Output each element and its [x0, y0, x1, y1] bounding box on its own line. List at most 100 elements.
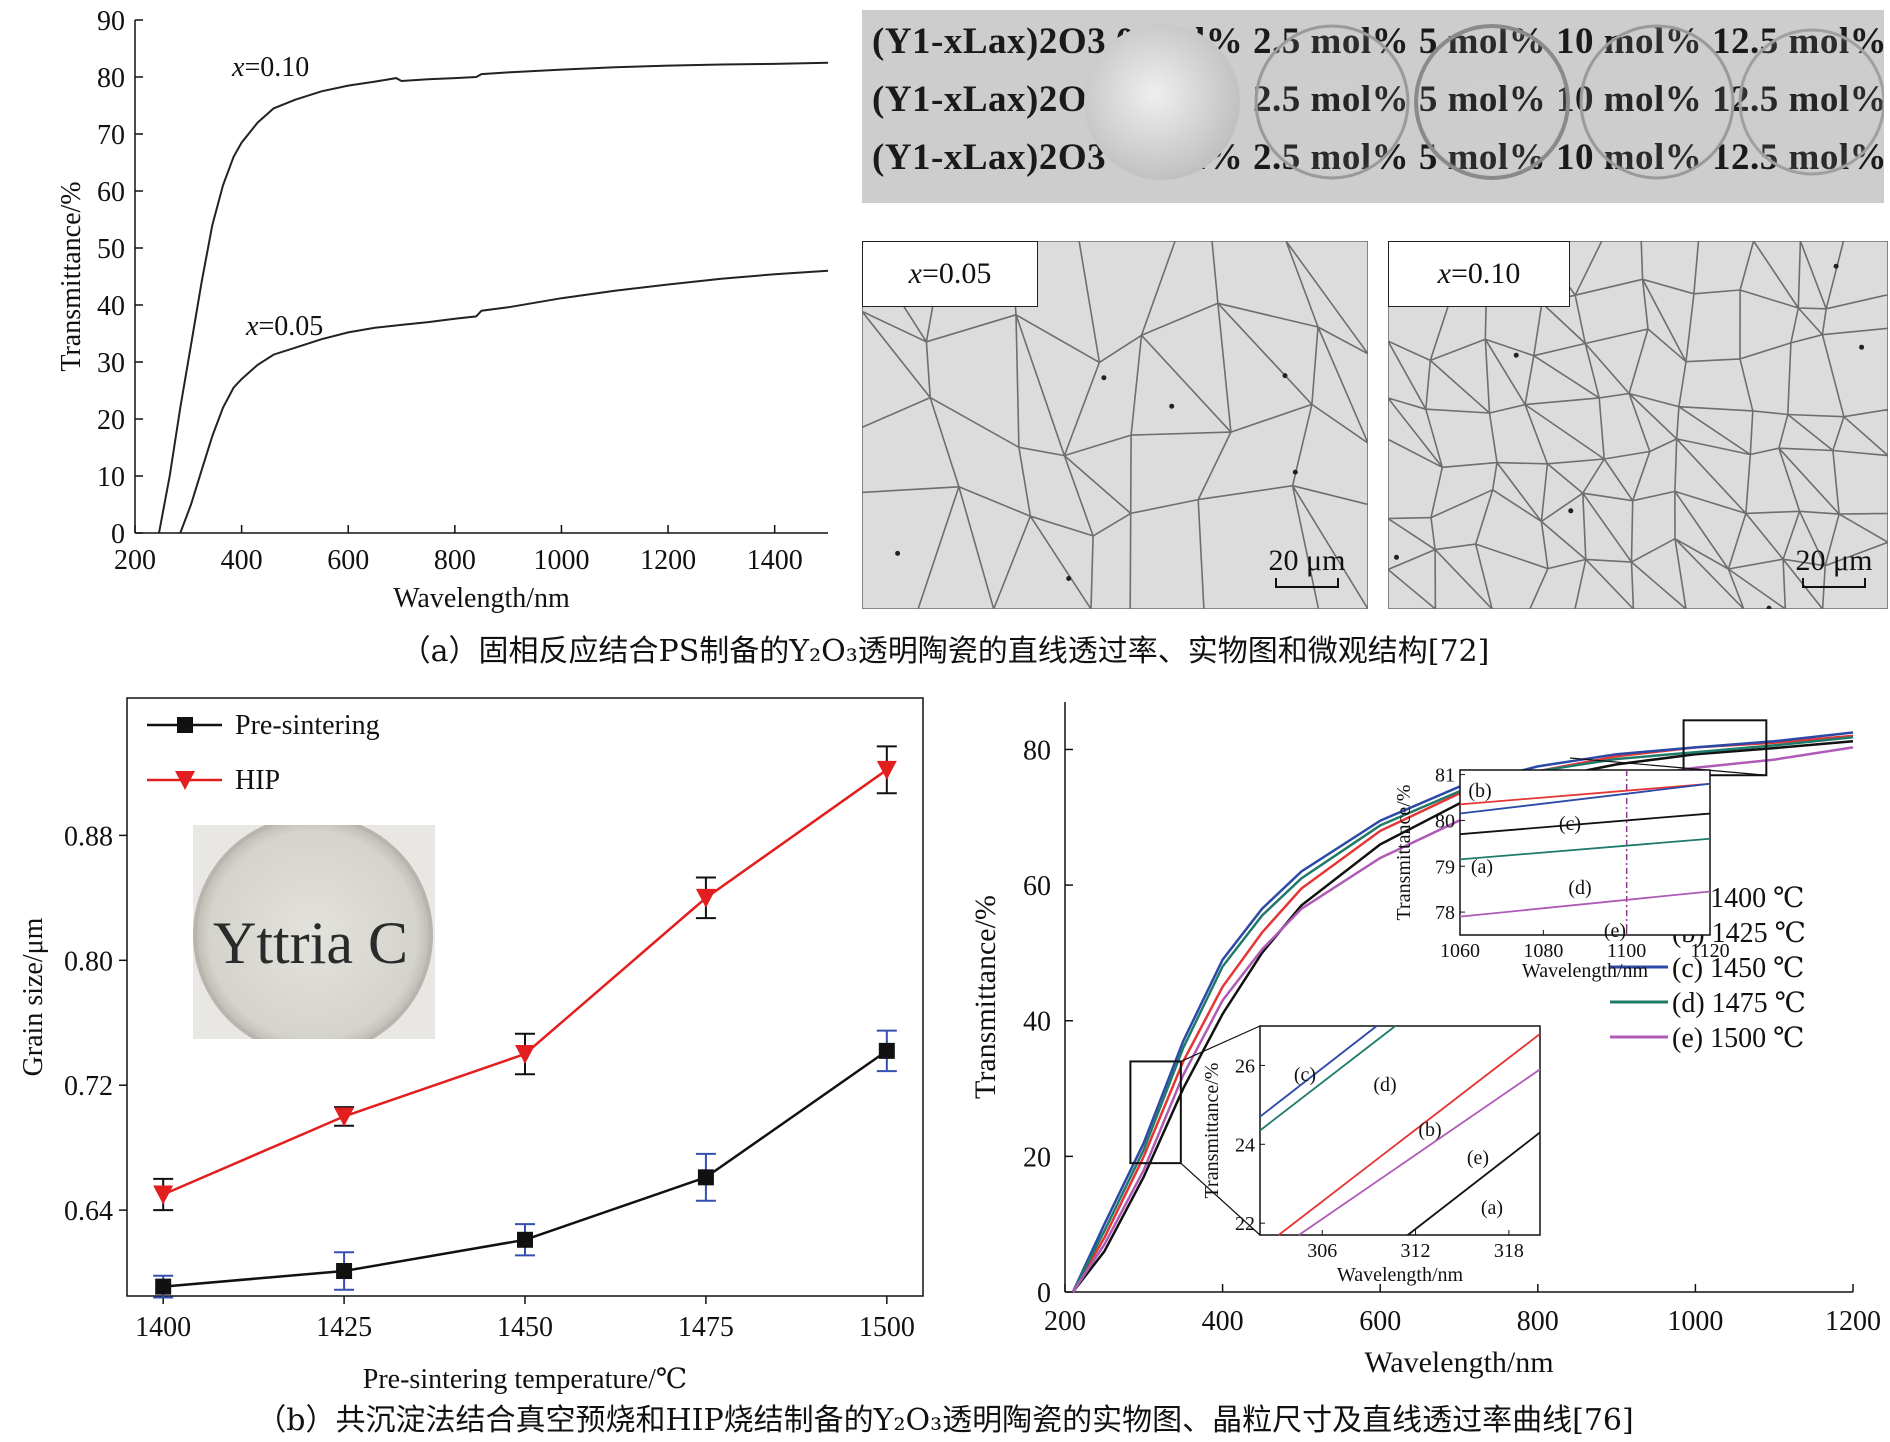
- data-point: [153, 1185, 174, 1205]
- data-point: [878, 1042, 895, 1059]
- x-tick-label: 800: [434, 545, 476, 576]
- inset-x-tick-label: 312: [1401, 1240, 1431, 1262]
- y-axis-label: Grain size/μm: [18, 917, 49, 1076]
- inset-top-frame: [1459, 769, 1711, 936]
- y-tick-label: 0.64: [64, 1196, 113, 1227]
- data-point: [155, 1278, 172, 1295]
- legend-label-hip: HIP: [235, 765, 280, 796]
- inset-connector: [1180, 1162, 1261, 1236]
- caption-a: （a）固相反应结合PS制备的Y₂O₃透明陶瓷的直线透过率、实物图和微观结构[72…: [400, 634, 1490, 669]
- inset-line: [1459, 782, 1711, 806]
- legend-marker: [175, 771, 195, 790]
- x-tick-label: 200: [1044, 1306, 1086, 1337]
- y-tick-label: 10: [97, 462, 125, 493]
- inset-line-label: (d): [1373, 1074, 1396, 1096]
- x-tick-label: 400: [221, 545, 263, 576]
- x-tick-label: 200: [114, 545, 156, 576]
- series-line-x010: [158, 61, 829, 534]
- chart-b-transmittance: 0 20 40 60 80 200 400 600 800 1000 1200 Wavelength/…: [969, 702, 1881, 1379]
- inset-x-tick-label: 1080: [1523, 940, 1563, 962]
- legend-marker: [177, 717, 193, 733]
- micrograph-label-x005: x =0.05: [862, 241, 1038, 307]
- inset-line: [1259, 1025, 1396, 1132]
- y-tick-label: 0.72: [64, 1071, 113, 1102]
- data-point: [517, 1231, 533, 1248]
- x-tick-label: 1000: [533, 545, 589, 576]
- series-label-x010: x=0.10: [231, 52, 309, 83]
- grain-boundaries: [862, 241, 1368, 609]
- inset-y-tick-label: 78: [1435, 902, 1455, 924]
- inset-x-tick-label: 1060: [1440, 940, 1480, 962]
- inset-y-tick-label: 24: [1235, 1134, 1255, 1156]
- x-tick-label: 1425: [316, 1312, 372, 1343]
- y-tick-label: 0.88: [64, 821, 113, 852]
- inset-line-label: (a): [1471, 856, 1493, 878]
- inset-x-label: Wavelength/nm: [1522, 960, 1649, 982]
- inset-y-tick-label: 22: [1235, 1213, 1255, 1235]
- sample-photo-a: (Y1-xLax)2O3 0 mol% 2.5 mol% 5 mol% 10 m…: [862, 10, 1884, 203]
- photo-b-text: Yttria C: [213, 910, 408, 976]
- inset-line: [1259, 1025, 1378, 1118]
- x-axis-label: Wavelength/nm: [1364, 1346, 1553, 1379]
- x-tick-label: 1450: [497, 1312, 553, 1343]
- transparent-disc-10mol: [1579, 24, 1735, 180]
- inset-line-label: (b): [1418, 1119, 1441, 1141]
- inset-x-tick-label: 306: [1307, 1240, 1337, 1262]
- inset-x-tick-label: 1120: [1690, 940, 1729, 962]
- pore: [1513, 352, 1519, 358]
- x-tick-label: 800: [1517, 1306, 1559, 1337]
- x-tick-label: 1500: [859, 1312, 915, 1343]
- micrograph-x010: x =0.10 20 μm: [1388, 241, 1888, 609]
- y-tick-label: 0: [111, 519, 125, 550]
- x-tick-label: 1200: [1825, 1306, 1881, 1337]
- pore: [1101, 375, 1107, 381]
- inset-connector: [1180, 1025, 1261, 1062]
- inset-line-label: (d): [1568, 877, 1591, 899]
- inset-y-tick-label: 80: [1435, 810, 1455, 832]
- legend-label-pre-sintering: Pre-sintering: [235, 710, 380, 741]
- y-tick-label: 70: [97, 120, 125, 151]
- data-point: [336, 1263, 353, 1280]
- transparent-disc-12-5mol: [1738, 28, 1884, 176]
- pore: [1766, 605, 1772, 609]
- grain-boundaries: [1388, 241, 1888, 609]
- pore: [1394, 554, 1399, 560]
- inset-y-tick-label: 79: [1435, 856, 1455, 878]
- inset-line-label: (a): [1481, 1197, 1503, 1219]
- legend-label: (c) 1450 ℃: [1672, 953, 1804, 984]
- legend-label: (e) 1500 ℃: [1672, 1023, 1804, 1054]
- series-label-x005: x=0.05: [245, 311, 323, 342]
- inset-y-tick-label: 81: [1435, 765, 1455, 787]
- x-tick-label: 1200: [640, 545, 696, 576]
- y-tick-label: 20: [97, 405, 125, 436]
- data-point: [515, 1044, 535, 1064]
- pore: [1066, 576, 1072, 581]
- inset-bottom-frame: [1259, 1025, 1541, 1236]
- y-tick-label: 50: [97, 234, 125, 265]
- y-axis-label: Transmittance/%: [56, 181, 87, 371]
- opaque-disc-0mol: [1084, 24, 1240, 180]
- inset-x-label: Wavelength/nm: [1337, 1264, 1464, 1286]
- zoom-box-310nm: [1129, 1060, 1182, 1165]
- pore: [1282, 373, 1288, 379]
- zoom-box-1100nm: [1682, 719, 1768, 777]
- pore: [895, 550, 901, 556]
- data-point: [876, 760, 897, 780]
- data-point: [697, 1169, 714, 1186]
- x-tick-label: 1475: [678, 1312, 734, 1343]
- y-tick-label: 80: [97, 63, 125, 94]
- inset-line: [1459, 782, 1711, 815]
- y-tick-label: 0.80: [64, 946, 113, 977]
- scale-bar-right: 20 μm: [1780, 544, 1888, 588]
- caption-b: （b）共沉淀法结合真空预烧和HIP烧结制备的Y₂O₃透明陶瓷的实物图、晶粒尺寸及…: [256, 1403, 1634, 1438]
- pore: [1169, 403, 1175, 409]
- chart-b-grain-size: 0.64 0.72 0.80 0.88 1400 1425 1450 1475 1500 Pre-…: [18, 697, 924, 1395]
- series-line: [1071, 740, 1854, 1293]
- inset-x-tick-label: 318: [1494, 1240, 1524, 1262]
- x-tick-label: 600: [1359, 1306, 1401, 1337]
- y-tick-label: 30: [97, 348, 125, 379]
- series-line: [1071, 731, 1854, 1293]
- y-tick-label: 60: [97, 177, 125, 208]
- inset-line-label: (e): [1604, 920, 1626, 942]
- inset-line: [1459, 812, 1711, 836]
